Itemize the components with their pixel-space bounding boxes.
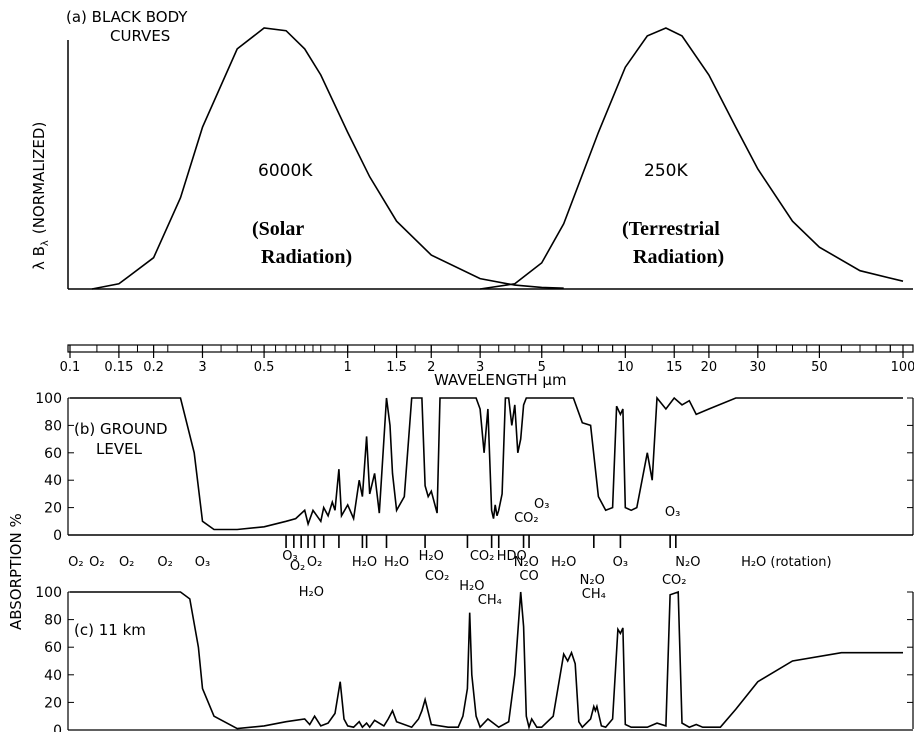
absorber-label: N₂O — [675, 555, 700, 570]
panel-c-y-tick-label: 80 — [44, 613, 62, 629]
panel-a-label: (a) BLACK BODY — [66, 8, 188, 26]
panel-a-y-label-rest: (NORMALIZED) — [30, 122, 48, 234]
terrestrial-250k-curve — [479, 27, 904, 290]
absorber-label: H₂O — [384, 555, 409, 570]
wavelength-tick-label: 0.2 — [143, 360, 164, 375]
absorber-label: CO₂ — [470, 549, 495, 564]
wavelength-tick-label: 50 — [811, 360, 828, 375]
panel-a-label-2: CURVES — [110, 27, 170, 45]
panel-b-label: (b) GROUND — [74, 420, 168, 438]
wavelength-tick-label: 0.1 — [60, 360, 81, 375]
panel-c-y-ticks: 0 20 40 60 80 100 — [35, 585, 913, 732]
panel-b-y-tick-label: 20 — [44, 501, 62, 517]
absorber-label: N₂O — [514, 555, 539, 570]
wavelength-tick-labels: 0.1 0.15 0.2 3 0.5 1 1.5 2 3 5 10 15 20 30 50 100 — [60, 360, 914, 375]
panel-c-curve — [70, 590, 903, 731]
absorber-label: H₂O — [459, 579, 484, 594]
panel-a-curves — [91, 27, 904, 290]
absorber-label: O₂ — [157, 555, 172, 570]
absorber-label: CO — [519, 569, 538, 584]
absorber-label: O₃ — [665, 505, 680, 520]
wavelength-tick-label: 3 — [476, 360, 484, 375]
panel-c-y-tick-label: 40 — [44, 668, 62, 684]
absorber-label: H₂O — [419, 549, 444, 564]
absorber-label: O₂ — [119, 555, 134, 570]
absorber-label: CH₄ — [478, 593, 502, 608]
wavelength-tick-label: 100 — [891, 360, 914, 375]
wavelength-tick-label: 0.15 — [104, 360, 133, 375]
solar-6000k-curve — [91, 27, 564, 290]
absorber-label: CO₂ — [662, 573, 687, 588]
panel-b-y-tick-label: 100 — [35, 391, 62, 407]
panel-c-y-tick-label: 0 — [53, 723, 62, 732]
panel-b-y-tick-label: 60 — [44, 446, 62, 462]
absorber-label: CO₂ — [514, 511, 539, 526]
panel-b-y-ticks: 0 20 40 60 80 100 — [35, 391, 913, 544]
wavelength-tick-label: 2 — [427, 360, 435, 375]
panel-c-label: (c) 11 km — [74, 621, 146, 639]
wavelength-tick-label: 30 — [750, 360, 767, 375]
absorber-label: O₃ — [613, 555, 628, 570]
absorber-label: HDO — [497, 549, 527, 564]
panel-c-y-tick-label: 60 — [44, 640, 62, 656]
wavelength-tick-label: 20 — [701, 360, 718, 375]
absorber-label: N₂O — [580, 573, 605, 588]
wavelength-axis: 0.1 0.15 0.2 3 0.5 1 1.5 2 3 5 10 15 20 30 50 100 WAVEL… — [60, 344, 914, 389]
absorber-label: H₂O — [551, 555, 576, 570]
absorption-y-label: ABSORPTION % — [7, 513, 25, 630]
panel-b-y-tick-label: 40 — [44, 473, 62, 489]
wavelength-tick-label: 1 — [344, 360, 352, 375]
wavelength-tick-label: 3 — [198, 360, 206, 375]
panel-a-y-label-main: λ Bλ (NORMALIZED) — [30, 122, 51, 270]
panel-b-y-tick-label: 0 — [53, 528, 62, 544]
panel-b-curve — [70, 395, 903, 531]
panel-b-absorption-curve — [70, 395, 903, 531]
panel-b-y-tick-label: 80 — [44, 418, 62, 434]
panel-a-y-label: λ Bλ (NORMALIZED) — [30, 122, 51, 270]
wavelength-tick-label: 15 — [666, 360, 683, 375]
panel-c-y-tick-label: 100 — [35, 585, 62, 601]
panel-a-black-body: (a) BLACK BODY CURVES λ Bλ (NORMALIZED) 6… — [30, 8, 913, 290]
absorber-label: H₂O — [299, 585, 324, 600]
solar-caption-2: Radiation) — [261, 246, 352, 268]
solar-caption-1: (Solar — [252, 218, 304, 240]
wavelength-axis-label: WAVELENGTH μm — [434, 371, 567, 389]
absorber-label: CO₂ — [425, 569, 450, 584]
absorber-label: O₃ — [195, 555, 210, 570]
terrestrial-curve-name: 250K — [644, 161, 688, 181]
panel-a-y-label-sub: λ — [40, 240, 51, 246]
wavelength-tick-label: 10 — [617, 360, 634, 375]
panel-c-11km: 0 20 40 60 80 100 (c) 11 km — [35, 585, 913, 732]
absorber-label: H₂O — [352, 555, 377, 570]
absorber-label: O₂ — [68, 555, 83, 570]
terrestrial-caption-1: (Terrestrial — [622, 218, 720, 240]
panel-a-y-label-lambda-b: λ B — [30, 246, 48, 270]
absorber-label: H₂O (rotation) — [741, 555, 831, 570]
absorber-label: O₂ — [89, 555, 104, 570]
absorber-label: O₂ — [290, 559, 305, 574]
wavelength-tick-label: 1.5 — [386, 360, 407, 375]
absorber-label: CH₄ — [582, 587, 606, 602]
wavelength-scale-bar — [67, 344, 914, 353]
absorber-label: O₂ — [307, 555, 322, 570]
wavelength-tick-label: 5 — [538, 360, 546, 375]
solar-curve-name: 6000K — [258, 161, 313, 181]
wavelength-tick-label: 0.5 — [254, 360, 275, 375]
panel-c-absorption-curve — [70, 590, 903, 731]
panel-b-label-2: LEVEL — [96, 440, 143, 458]
absorber-label: O₃ — [534, 497, 549, 512]
absorber-label: O₃ — [282, 549, 297, 564]
panel-c-y-tick-label: 20 — [44, 695, 62, 711]
terrestrial-caption-2: Radiation) — [633, 246, 724, 268]
wavelength-minor-ticks — [69, 345, 904, 358]
